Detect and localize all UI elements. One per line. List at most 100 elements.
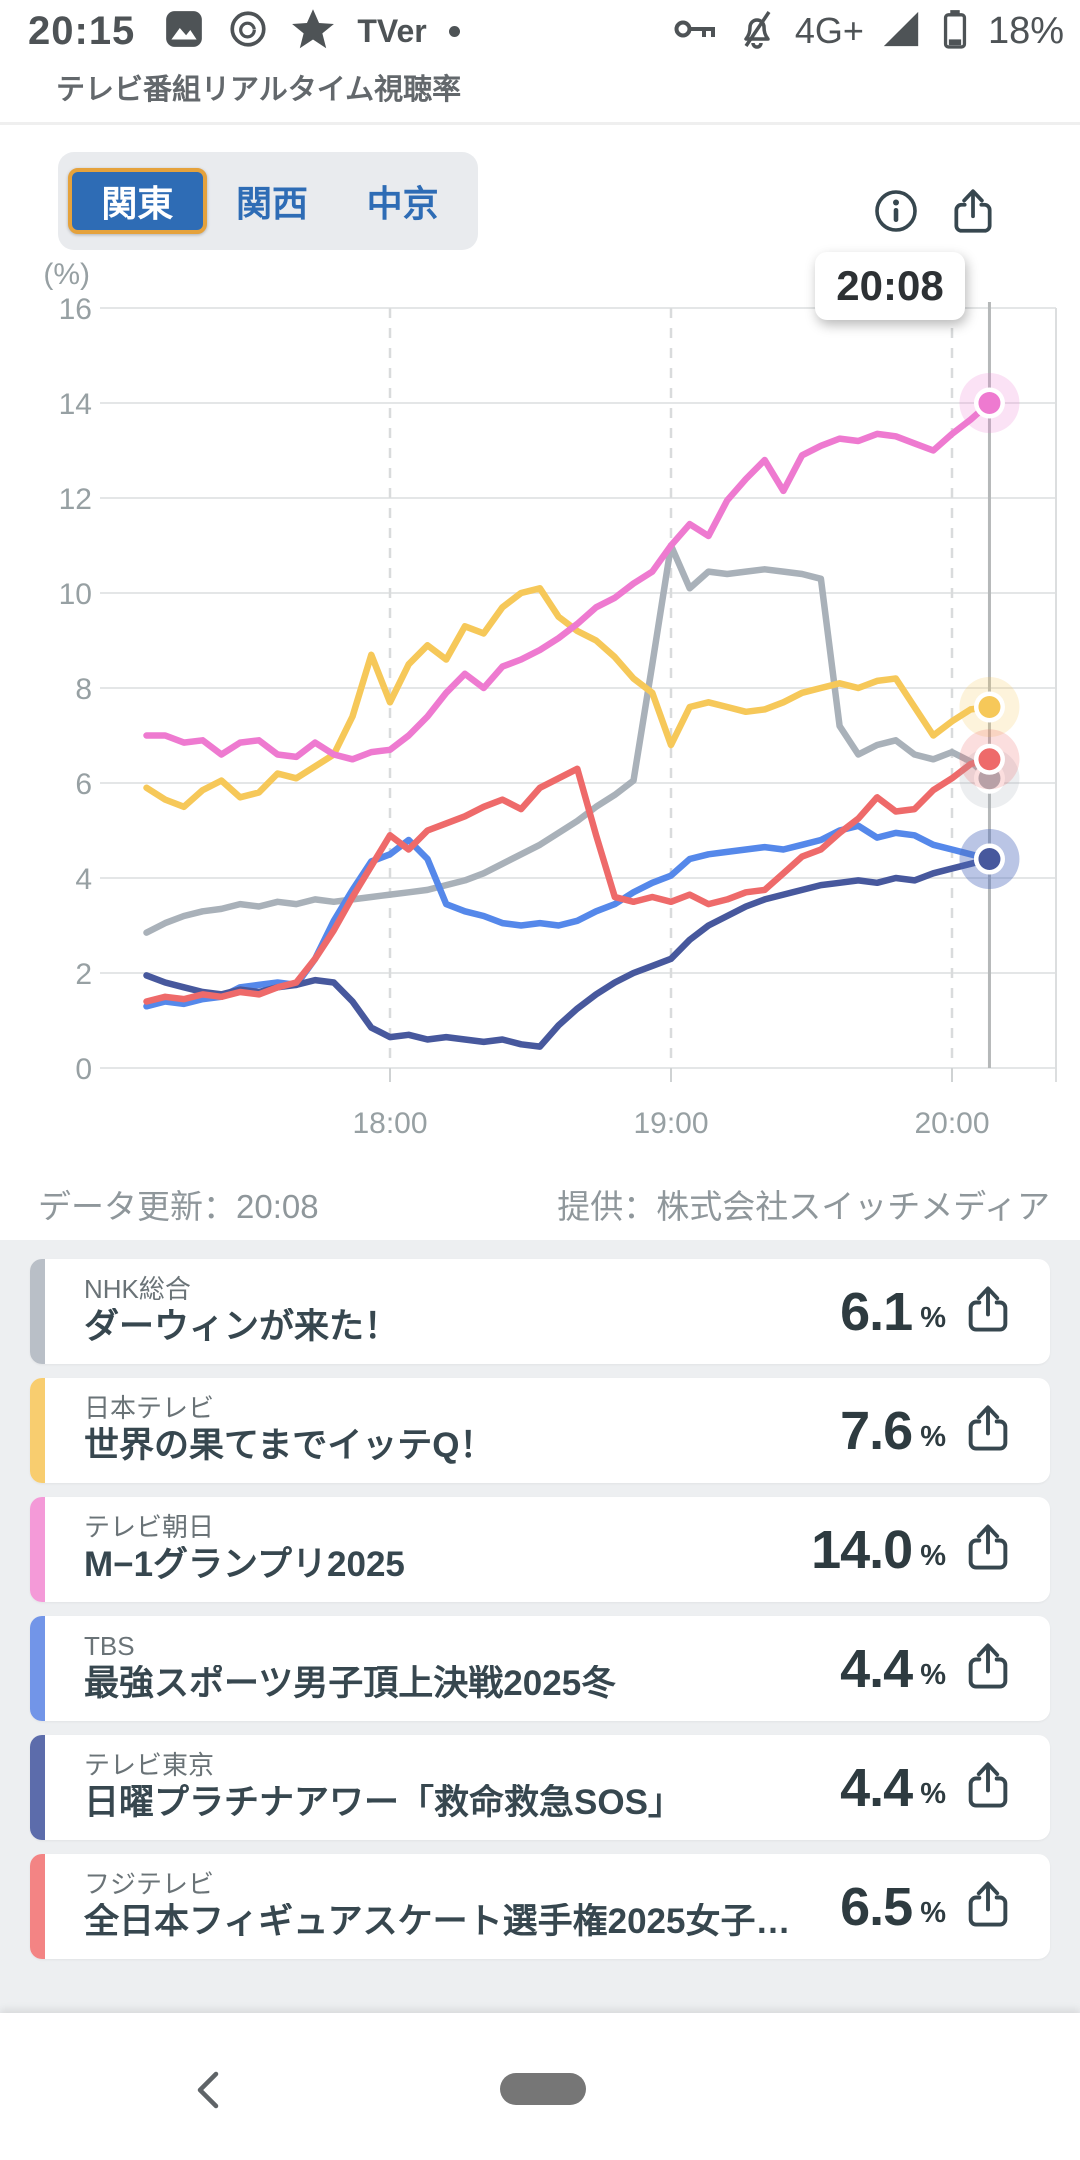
photo-icon (163, 8, 205, 55)
share-icon (962, 1286, 1014, 1339)
status-bar: 20:15 TVer 4G+ (0, 0, 1080, 62)
series-line-ex (143, 399, 993, 763)
marker-dot-cx (978, 748, 1001, 771)
station-name: テレビ東京 (84, 1750, 215, 1781)
chart-actions (872, 186, 998, 241)
battery-percent: 18% (987, 9, 1064, 52)
share-icon (962, 1405, 1014, 1458)
share-icon (962, 1524, 1014, 1577)
channel-text: テレビ東京 日曜プラチナアワー「救命救急SOS」 (30, 1752, 840, 1823)
clock: 20:15 (28, 8, 136, 53)
rating-value: 14.0 (811, 1519, 913, 1580)
tab-region-2[interactable]: 中京 (366, 183, 439, 224)
x-tick-label-19:00: 19:00 (633, 1107, 708, 1140)
share-channel-button[interactable] (962, 1759, 1014, 1816)
channel-color-bar (30, 1497, 45, 1602)
channel-card-4[interactable]: テレビ東京 日曜プラチナアワー「救命救急SOS」 4.4% (30, 1735, 1050, 1840)
station-name: TBS (84, 1631, 135, 1662)
signal-icon (880, 8, 922, 55)
channel-card-2[interactable]: テレビ朝日 M−1グランプリ2025 14.0% (30, 1497, 1050, 1602)
chart-footer: データ更新：20:08 提供：株式会社スイッチメディア (38, 1180, 1050, 1228)
data-provider-label: 提供：株式会社スイッチメディア (557, 1188, 1050, 1225)
y-tick-label-8: 8 (75, 673, 92, 706)
rating-unit: % (920, 1421, 946, 1453)
system-nav-bar (0, 2013, 1080, 2160)
channel-color-bar (30, 1378, 45, 1483)
tver-icon: TVer (357, 12, 427, 49)
series-line-cx (143, 756, 993, 1005)
rating-value: 4.4 (840, 1638, 913, 1699)
network-type: 4G+ (794, 10, 864, 51)
share-channel-button[interactable] (962, 1402, 1014, 1459)
station-name: NHK総合 (84, 1274, 191, 1305)
station-name: テレビ朝日 (84, 1512, 215, 1543)
rating-block: 4.4% (840, 1638, 1050, 1700)
x-tick-label-18:00: 18:00 (352, 1107, 427, 1140)
share-channel-button[interactable] (962, 1521, 1014, 1578)
channel-card-5[interactable]: フジテレビ 全日本フィギュアスケート選手権2025女子… 6.5% (30, 1854, 1050, 1959)
channel-list: NHK総合 ダーウィンが来た！ 6.1% 日本テレビ 世界の果てまでイッテQ！ 7.6% テ… (30, 1259, 1050, 1973)
channel-text: NHK総合 ダーウィンが来た！ (30, 1276, 840, 1347)
battery-icon (938, 5, 972, 58)
threads-icon (227, 8, 269, 55)
info-button[interactable] (872, 187, 920, 240)
channel-color-bar (30, 1259, 45, 1364)
rating-unit: % (920, 1540, 946, 1572)
data-updated-label: データ更新：20:08 (38, 1188, 319, 1225)
share-channel-button[interactable] (962, 1283, 1014, 1340)
share-chart-button[interactable] (948, 186, 998, 241)
y-tick-label-2: 2 (75, 958, 92, 991)
rating-block: 6.5% (840, 1876, 1050, 1938)
notification-icons: TVer (163, 7, 460, 56)
share-channel-button[interactable] (962, 1878, 1014, 1935)
channel-text: 日本テレビ 世界の果てまでイッテQ！ (30, 1395, 840, 1466)
back-button[interactable] (192, 2069, 226, 2116)
key-icon (673, 8, 719, 55)
series-line-nhk (143, 542, 993, 936)
x-tick-label-20:00: 20:00 (914, 1107, 989, 1140)
channel-text: TBS 最強スポーツ男子頂上決戦2025冬 (30, 1633, 840, 1704)
station-name: フジテレビ (84, 1869, 215, 1900)
y-tick-label-4: 4 (75, 863, 92, 896)
page-title: テレビ番組リアルタイム視聴率 (56, 74, 462, 106)
share-icon (962, 1762, 1014, 1815)
tab-region-1[interactable]: 関西 (236, 183, 309, 224)
cursor-time-tooltip: 20:08 (815, 252, 965, 320)
y-tick-label-10: 10 (59, 578, 92, 611)
y-tick-label-6: 6 (75, 768, 92, 801)
channel-text: テレビ朝日 M−1グランプリ2025 (30, 1514, 811, 1585)
rating-block: 4.4% (840, 1757, 1050, 1819)
share-icon (962, 1881, 1014, 1934)
system-status-icons: 4G+ 18% (673, 0, 1064, 62)
channel-card-3[interactable]: TBS 最強スポーツ男子頂上決戦2025冬 4.4% (30, 1616, 1050, 1721)
rating-block: 6.1% (840, 1281, 1050, 1343)
marker-dot-ex (978, 392, 1001, 414)
rating-value: 6.1 (840, 1281, 913, 1342)
info-icon (872, 190, 920, 239)
tab-region-0[interactable]: 関東 (68, 168, 207, 234)
channel-color-bar (30, 1735, 45, 1840)
share-icon (962, 1643, 1014, 1696)
rating-block: 14.0% (811, 1519, 1050, 1581)
series-line-ntv (143, 585, 993, 811)
channel-color-bar (30, 1616, 45, 1721)
notification-dot-icon (448, 25, 460, 37)
rating-unit: % (920, 1302, 946, 1334)
rating-value: 7.6 (840, 1400, 913, 1461)
channel-color-bar (30, 1854, 45, 1959)
marker-dot-tx (978, 848, 1001, 870)
y-tick-label-14: 14 (59, 388, 92, 421)
series-line-tx (143, 855, 993, 1050)
share-channel-button[interactable] (962, 1640, 1014, 1697)
rating-unit: % (920, 1897, 946, 1929)
marker-dot-ntv (978, 696, 1001, 718)
chevron-left-icon (192, 2071, 226, 2115)
channel-card-1[interactable]: 日本テレビ 世界の果てまでイッテQ！ 7.6% (30, 1378, 1050, 1483)
y-tick-label-16: 16 (59, 293, 92, 326)
station-name: 日本テレビ (84, 1393, 215, 1424)
channel-card-0[interactable]: NHK総合 ダーウィンが来た！ 6.1% (30, 1259, 1050, 1364)
home-pill-button[interactable] (500, 2073, 586, 2105)
rating-unit: % (920, 1778, 946, 1810)
